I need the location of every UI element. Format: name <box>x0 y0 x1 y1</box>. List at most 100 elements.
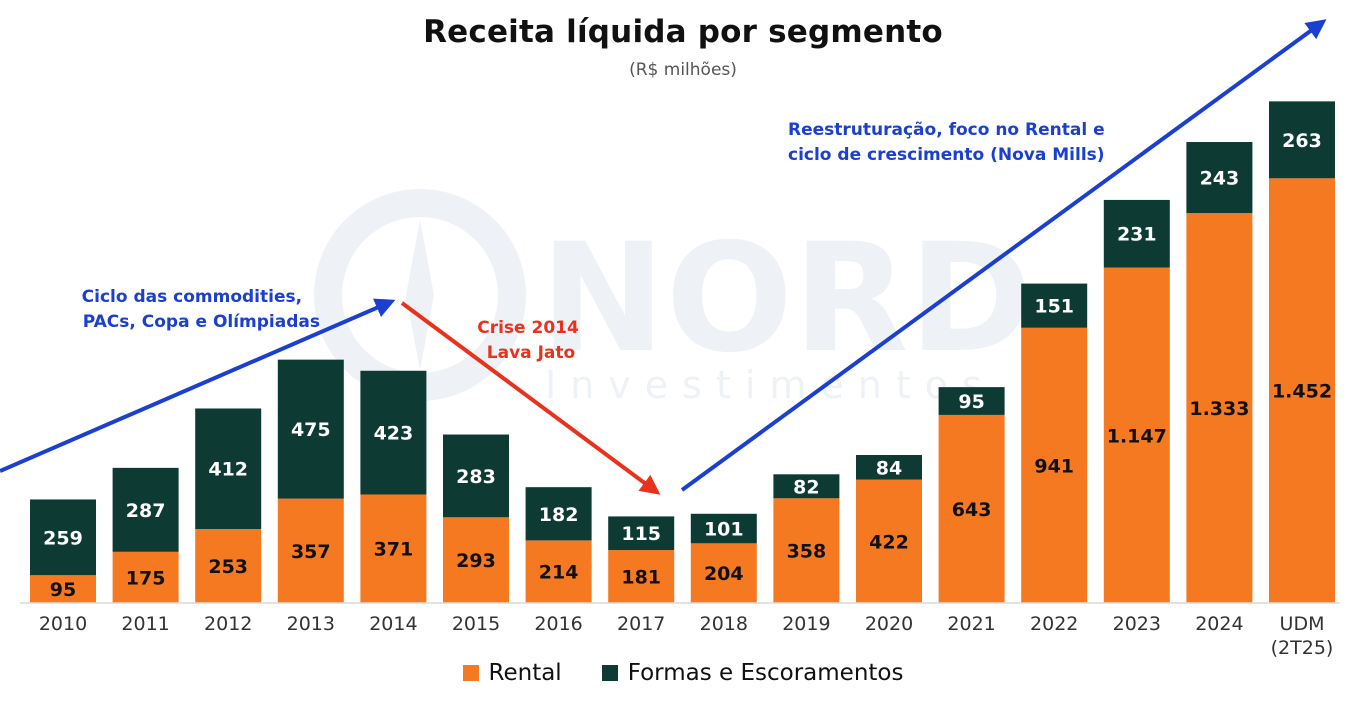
legend-swatch-formas <box>601 665 618 681</box>
legend-item-rental: Rental <box>462 660 562 686</box>
bar-rental-12 <box>1021 327 1088 603</box>
x-tick-12: 2022 <box>1030 613 1078 635</box>
label-formas-12: 151 <box>1034 296 1074 318</box>
label-rental-0: 95 <box>50 579 76 601</box>
label-formas-4: 423 <box>374 423 414 445</box>
x-tick-4: 2014 <box>369 613 417 635</box>
bar-formas-10 <box>856 454 922 480</box>
annotation-crise: Crise 2014 Lava Jato <box>477 318 585 363</box>
x-tick-7: 2017 <box>617 613 665 635</box>
arrow-reestruturacao <box>680 19 1327 492</box>
x-axis-ticks: 2010 2011 2012 2013 2014 2015 2016 2017 2018 2019… <box>39 613 1334 659</box>
label-rental-4: 371 <box>374 539 414 561</box>
annotation-commodities-line-1: Ciclo das commodities, <box>82 287 302 307</box>
bar-formas-6 <box>525 487 592 541</box>
label-rental-14: 1.333 <box>1189 398 1249 420</box>
watermark-brand: NORD <box>540 212 1033 386</box>
annotation-crise-line-1: Crise 2014 <box>477 318 579 338</box>
label-formas-6: 182 <box>539 504 579 526</box>
chart-title: Receita líquida por segmento <box>423 14 943 50</box>
label-formas-8: 101 <box>704 519 744 541</box>
bar-rental-10 <box>856 479 922 603</box>
watermark-tagline: Investimentos <box>545 363 996 407</box>
bar-formas-4 <box>360 370 427 495</box>
label-rental-3: 357 <box>291 541 331 563</box>
annotation-commodities: Ciclo das commodities, PACs, Copa e Olím… <box>82 287 320 332</box>
bar-rental-1 <box>112 551 179 603</box>
arrow-crise <box>400 301 661 495</box>
label-formas-0: 259 <box>43 527 83 549</box>
annotation-reestruturacao-line-1: Reestruturação, foco no Rental e <box>788 120 1105 140</box>
bar-rental-9 <box>773 498 840 603</box>
bar-formas-13 <box>1103 199 1170 268</box>
arrow-commodities <box>0 298 396 473</box>
label-rental-15: 1.452 <box>1272 381 1332 403</box>
bar-formas-0 <box>30 499 96 576</box>
x-tick-15: UDM (2T25) <box>1271 613 1334 659</box>
bar-formas-2 <box>195 408 262 529</box>
label-formas-3: 475 <box>291 419 331 441</box>
label-rental-13: 1.147 <box>1107 425 1167 447</box>
label-rental-6: 214 <box>539 562 579 584</box>
x-tick-11: 2021 <box>947 613 995 635</box>
annotation-reestruturacao: Reestruturação, foco no Rental e ciclo d… <box>788 120 1111 165</box>
chart-subtitle: (R$ milhões) <box>629 60 737 80</box>
bar-rental-11 <box>938 414 1005 603</box>
label-formas-9: 82 <box>793 476 819 498</box>
bar-formas-1 <box>112 467 179 552</box>
label-formas-10: 84 <box>876 457 902 479</box>
bar-rental-7 <box>608 550 675 603</box>
bar-formas-3 <box>277 359 344 499</box>
chart-legend: Rental Formas e Escoramentos <box>0 660 1366 686</box>
legend-item-formas: Formas e Escoramentos <box>601 660 904 686</box>
bar-formas-5 <box>443 434 509 518</box>
bar-formas-9 <box>773 474 840 499</box>
label-formas-2: 412 <box>208 459 248 481</box>
bar-rental-8 <box>690 543 757 603</box>
bar-rental-6 <box>525 540 592 603</box>
bar-formas-15 <box>1269 101 1335 179</box>
bar-formas-12 <box>1021 283 1088 328</box>
label-rental-1: 175 <box>126 567 166 589</box>
x-tick-3: 2013 <box>287 613 335 635</box>
bar-rental-15 <box>1269 178 1335 604</box>
x-tick-0: 2010 <box>39 613 87 635</box>
bar-rental-5 <box>443 517 509 603</box>
x-tick-5: 2015 <box>452 613 500 635</box>
legend-label-rental: Rental <box>488 660 562 686</box>
label-formas-14: 243 <box>1200 168 1240 190</box>
label-rental-5: 293 <box>456 550 496 572</box>
label-rental-12: 941 <box>1034 455 1074 477</box>
watermark-logo: NORD Investimentos <box>314 189 1033 407</box>
bar-formas-7 <box>608 516 675 551</box>
x-tick-1: 2011 <box>121 613 169 635</box>
bar-rental-4 <box>360 494 427 603</box>
label-formas-13: 231 <box>1117 224 1157 246</box>
bar-rental-0 <box>30 575 96 603</box>
x-tick-8: 2018 <box>700 613 748 635</box>
annotation-reestruturacao-line-2: ciclo de crescimento (Nova Mills) <box>788 145 1105 165</box>
x-tick-6: 2016 <box>534 613 582 635</box>
bar-rental-14 <box>1186 213 1253 603</box>
bar-rental-2 <box>195 528 262 603</box>
bar-formas-8 <box>690 513 757 544</box>
legend-label-formas: Formas e Escoramentos <box>627 660 904 686</box>
x-tick-9: 2019 <box>782 613 830 635</box>
label-formas-1: 287 <box>126 500 166 522</box>
label-rental-11: 643 <box>952 499 992 521</box>
x-tick-14: 2024 <box>1195 613 1243 635</box>
label-formas-11: 95 <box>958 391 984 413</box>
x-tick-13: 2023 <box>1113 613 1161 635</box>
bar-rental-13 <box>1103 267 1170 603</box>
annotation-commodities-line-2: PACs, Copa e Olímpiadas <box>83 312 320 332</box>
label-rental-2: 253 <box>208 556 248 578</box>
label-formas-7: 115 <box>621 523 661 545</box>
bar-rental-3 <box>277 498 344 603</box>
label-rental-9: 358 <box>787 541 827 563</box>
watermark-compass-needle <box>406 220 434 370</box>
bar-formas-14 <box>1186 142 1253 214</box>
legend-swatch-rental <box>462 665 479 681</box>
label-rental-7: 181 <box>621 567 661 589</box>
